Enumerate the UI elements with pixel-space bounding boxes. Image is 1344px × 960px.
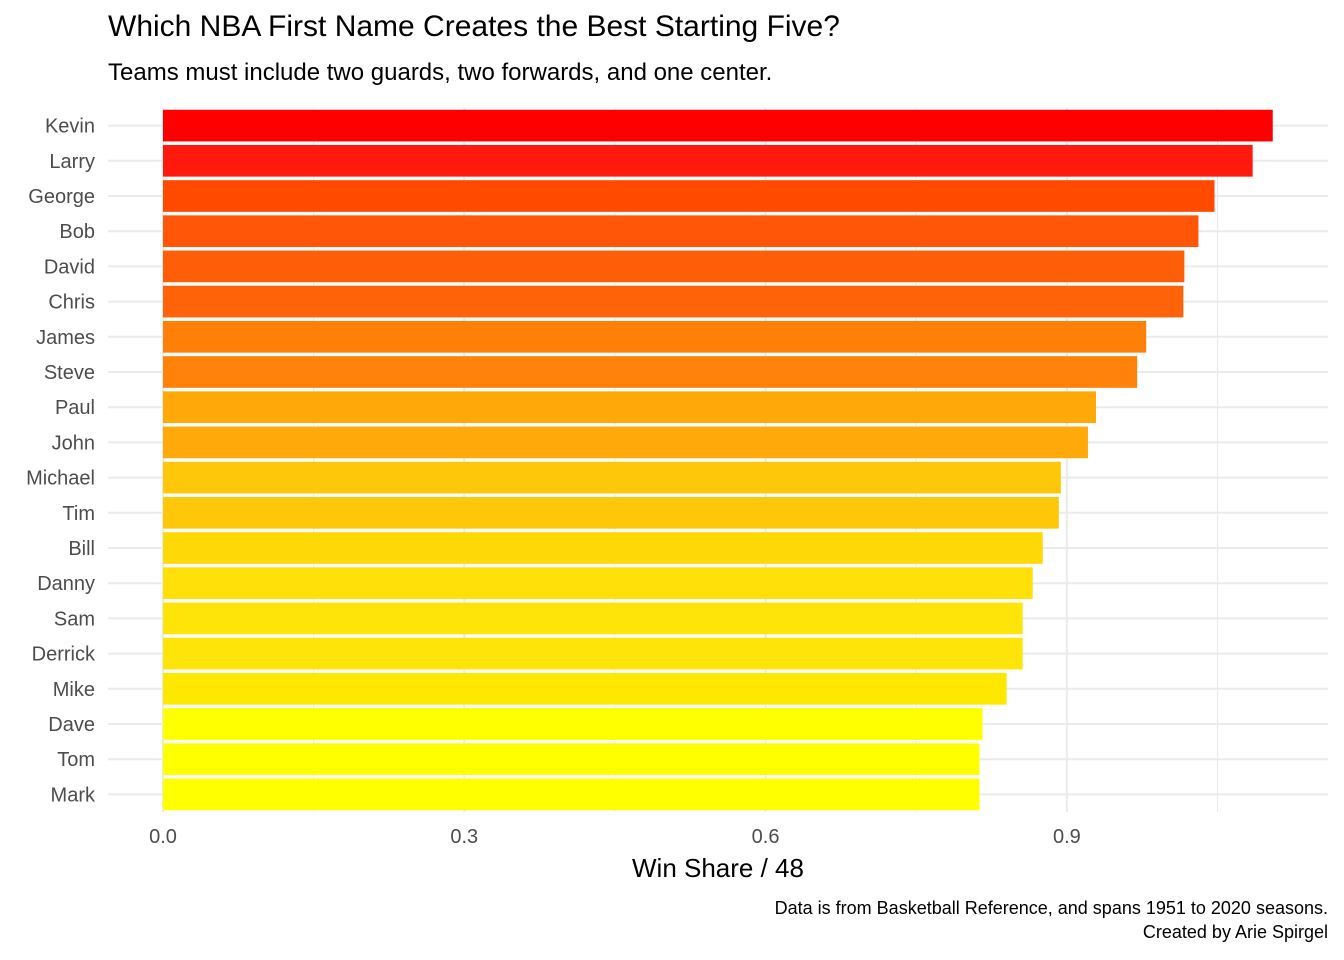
- x-tick-label: 0.6: [752, 826, 780, 848]
- y-tick-label: Dave: [48, 714, 95, 736]
- y-tick-label: Danny: [37, 573, 95, 595]
- bar-steve: [163, 356, 1138, 388]
- y-tick-label: David: [44, 256, 95, 278]
- bar-tom: [163, 743, 980, 776]
- x-tick-label: 0.0: [149, 826, 177, 848]
- y-tick-label: Michael: [26, 468, 95, 490]
- bar-chris: [163, 285, 1184, 318]
- x-axis-title: Win Share / 48: [632, 853, 804, 883]
- bar-david: [163, 250, 1185, 283]
- y-tick-label: Tom: [57, 749, 95, 771]
- bar-larry: [163, 144, 1253, 177]
- chart-title: Which NBA First Name Creates the Best St…: [108, 10, 840, 43]
- bar-derrick: [163, 637, 1023, 670]
- y-tick-label: Larry: [49, 151, 95, 173]
- y-tick-label: James: [36, 327, 95, 349]
- x-tick-label: 0.9: [1053, 826, 1081, 848]
- bar-bob: [163, 215, 1199, 248]
- y-tick-label: George: [28, 186, 95, 208]
- bar-paul: [163, 391, 1096, 424]
- bar-john: [163, 426, 1088, 459]
- y-tick-label: Mike: [53, 679, 95, 701]
- bar-george: [163, 180, 1215, 212]
- bar-sam: [163, 602, 1023, 635]
- caption-credit: Created by Arie Spirgel: [1142, 922, 1328, 942]
- y-tick-label: Bob: [59, 221, 95, 243]
- bar-james: [163, 320, 1147, 353]
- bar-danny: [163, 567, 1033, 600]
- y-tick-label: John: [52, 432, 95, 454]
- bar-dave: [163, 708, 983, 740]
- caption-source: Data is from Basketball Reference, and s…: [774, 898, 1328, 918]
- y-tick-label: Chris: [48, 292, 95, 314]
- bar-chart: Kevin Larry George Bob David Chris James Steve P…: [26, 108, 1328, 883]
- bar-michael: [163, 461, 1061, 494]
- y-tick-label: Derrick: [32, 644, 96, 666]
- y-tick-label: Tim: [62, 503, 95, 525]
- bar-tim: [163, 496, 1059, 529]
- y-tick-label: Kevin: [45, 116, 95, 138]
- y-tick-label: Mark: [51, 784, 96, 806]
- bar-mark: [163, 778, 980, 811]
- y-tick-label: Sam: [54, 608, 95, 630]
- x-tick-label: 0.3: [450, 826, 478, 848]
- bar-mike: [163, 672, 1007, 705]
- bar-kevin: [163, 109, 1273, 142]
- y-tick-label: Bill: [68, 538, 95, 560]
- bar-bill: [163, 532, 1043, 564]
- chart-subtitle: Teams must include two guards, two forwa…: [108, 59, 773, 86]
- y-tick-label: Steve: [44, 362, 95, 384]
- y-tick-label: Paul: [55, 397, 95, 419]
